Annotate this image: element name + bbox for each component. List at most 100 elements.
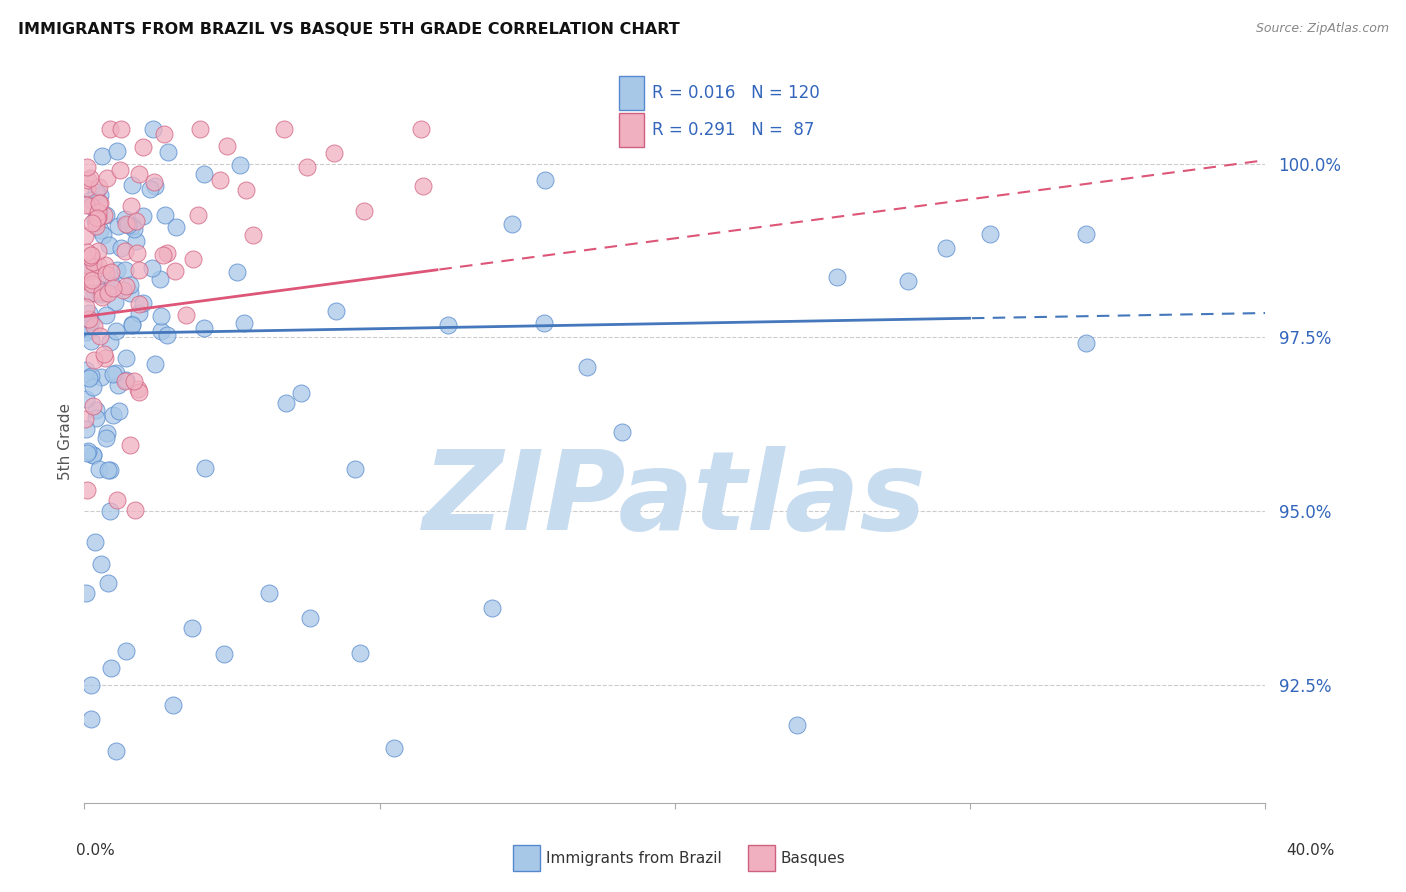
- Point: [80, 314, 103, 328]
- Point: [124, 503, 146, 517]
- Text: Source: ZipAtlas.com: Source: ZipAtlas.com: [1256, 22, 1389, 36]
- Point: [229, 158, 252, 172]
- Point: [110, 122, 132, 136]
- Point: [91, 149, 114, 163]
- Point: [152, 248, 174, 262]
- Point: [93, 351, 115, 365]
- Point: [101, 281, 124, 295]
- Point: [84, 286, 107, 301]
- Point: [89, 462, 111, 476]
- Point: [84, 402, 107, 417]
- Point: [75, 300, 97, 314]
- Point: [121, 178, 143, 192]
- Point: [75, 363, 97, 377]
- Point: [181, 252, 204, 266]
- Point: [77, 306, 100, 320]
- Point: [143, 175, 166, 189]
- Point: [76, 245, 98, 260]
- Point: [153, 208, 176, 222]
- Point: [93, 347, 115, 361]
- Point: [412, 178, 434, 193]
- Point: [193, 167, 215, 181]
- Point: [98, 238, 121, 252]
- Point: [232, 317, 254, 331]
- Point: [89, 188, 111, 202]
- Text: Basques: Basques: [780, 851, 845, 865]
- Point: [132, 209, 155, 223]
- Point: [131, 140, 153, 154]
- Point: [79, 170, 101, 185]
- Point: [121, 219, 143, 234]
- Point: [108, 404, 131, 418]
- Point: [105, 144, 128, 158]
- Point: [235, 183, 257, 197]
- Point: [533, 173, 555, 187]
- Point: [786, 718, 808, 732]
- Point: [100, 265, 122, 279]
- Point: [114, 373, 136, 387]
- Point: [96, 425, 118, 440]
- Point: [77, 312, 100, 326]
- Point: [83, 535, 105, 549]
- Point: [101, 408, 124, 422]
- Point: [90, 286, 112, 301]
- Point: [80, 216, 103, 230]
- Point: [162, 698, 184, 712]
- Point: [97, 286, 120, 301]
- Point: [83, 263, 105, 277]
- Point: [98, 504, 121, 518]
- Point: [94, 258, 117, 272]
- Point: [80, 369, 103, 384]
- Point: [208, 173, 231, 187]
- Point: [149, 272, 172, 286]
- Point: [1076, 336, 1098, 351]
- Point: [90, 285, 112, 300]
- Point: [104, 744, 127, 758]
- Point: [141, 260, 163, 275]
- Point: [97, 575, 120, 590]
- Point: [153, 128, 176, 142]
- Point: [212, 647, 235, 661]
- Point: [120, 278, 142, 293]
- Point: [128, 297, 150, 311]
- Text: Immigrants from Brazil: Immigrants from Brazil: [546, 851, 721, 865]
- Point: [128, 385, 150, 400]
- Point: [86, 211, 108, 226]
- Point: [104, 295, 127, 310]
- Point: [86, 211, 108, 225]
- Point: [76, 180, 98, 194]
- Point: [91, 227, 114, 242]
- Point: [84, 410, 107, 425]
- Point: [80, 677, 103, 691]
- Point: [87, 258, 110, 272]
- Point: [96, 171, 118, 186]
- Point: [110, 241, 132, 255]
- Point: [165, 219, 187, 234]
- Point: [82, 254, 104, 268]
- Point: [181, 621, 204, 635]
- Point: [122, 222, 145, 236]
- Point: [242, 228, 264, 243]
- Point: [100, 661, 122, 675]
- Point: [325, 303, 347, 318]
- Point: [115, 279, 138, 293]
- Point: [150, 309, 173, 323]
- Point: [91, 290, 114, 304]
- Point: [82, 399, 104, 413]
- Point: [143, 178, 166, 193]
- Point: [114, 263, 136, 277]
- Point: [344, 462, 367, 476]
- Point: [481, 600, 503, 615]
- Point: [80, 277, 103, 291]
- Point: [82, 449, 104, 463]
- Point: [120, 438, 142, 452]
- Point: [382, 741, 405, 756]
- Point: [86, 205, 108, 219]
- Point: [174, 308, 197, 322]
- Point: [94, 208, 117, 222]
- Point: [76, 483, 98, 498]
- Point: [1074, 227, 1097, 241]
- Y-axis label: 5th Grade: 5th Grade: [58, 403, 73, 480]
- Point: [96, 277, 118, 291]
- Point: [83, 353, 105, 368]
